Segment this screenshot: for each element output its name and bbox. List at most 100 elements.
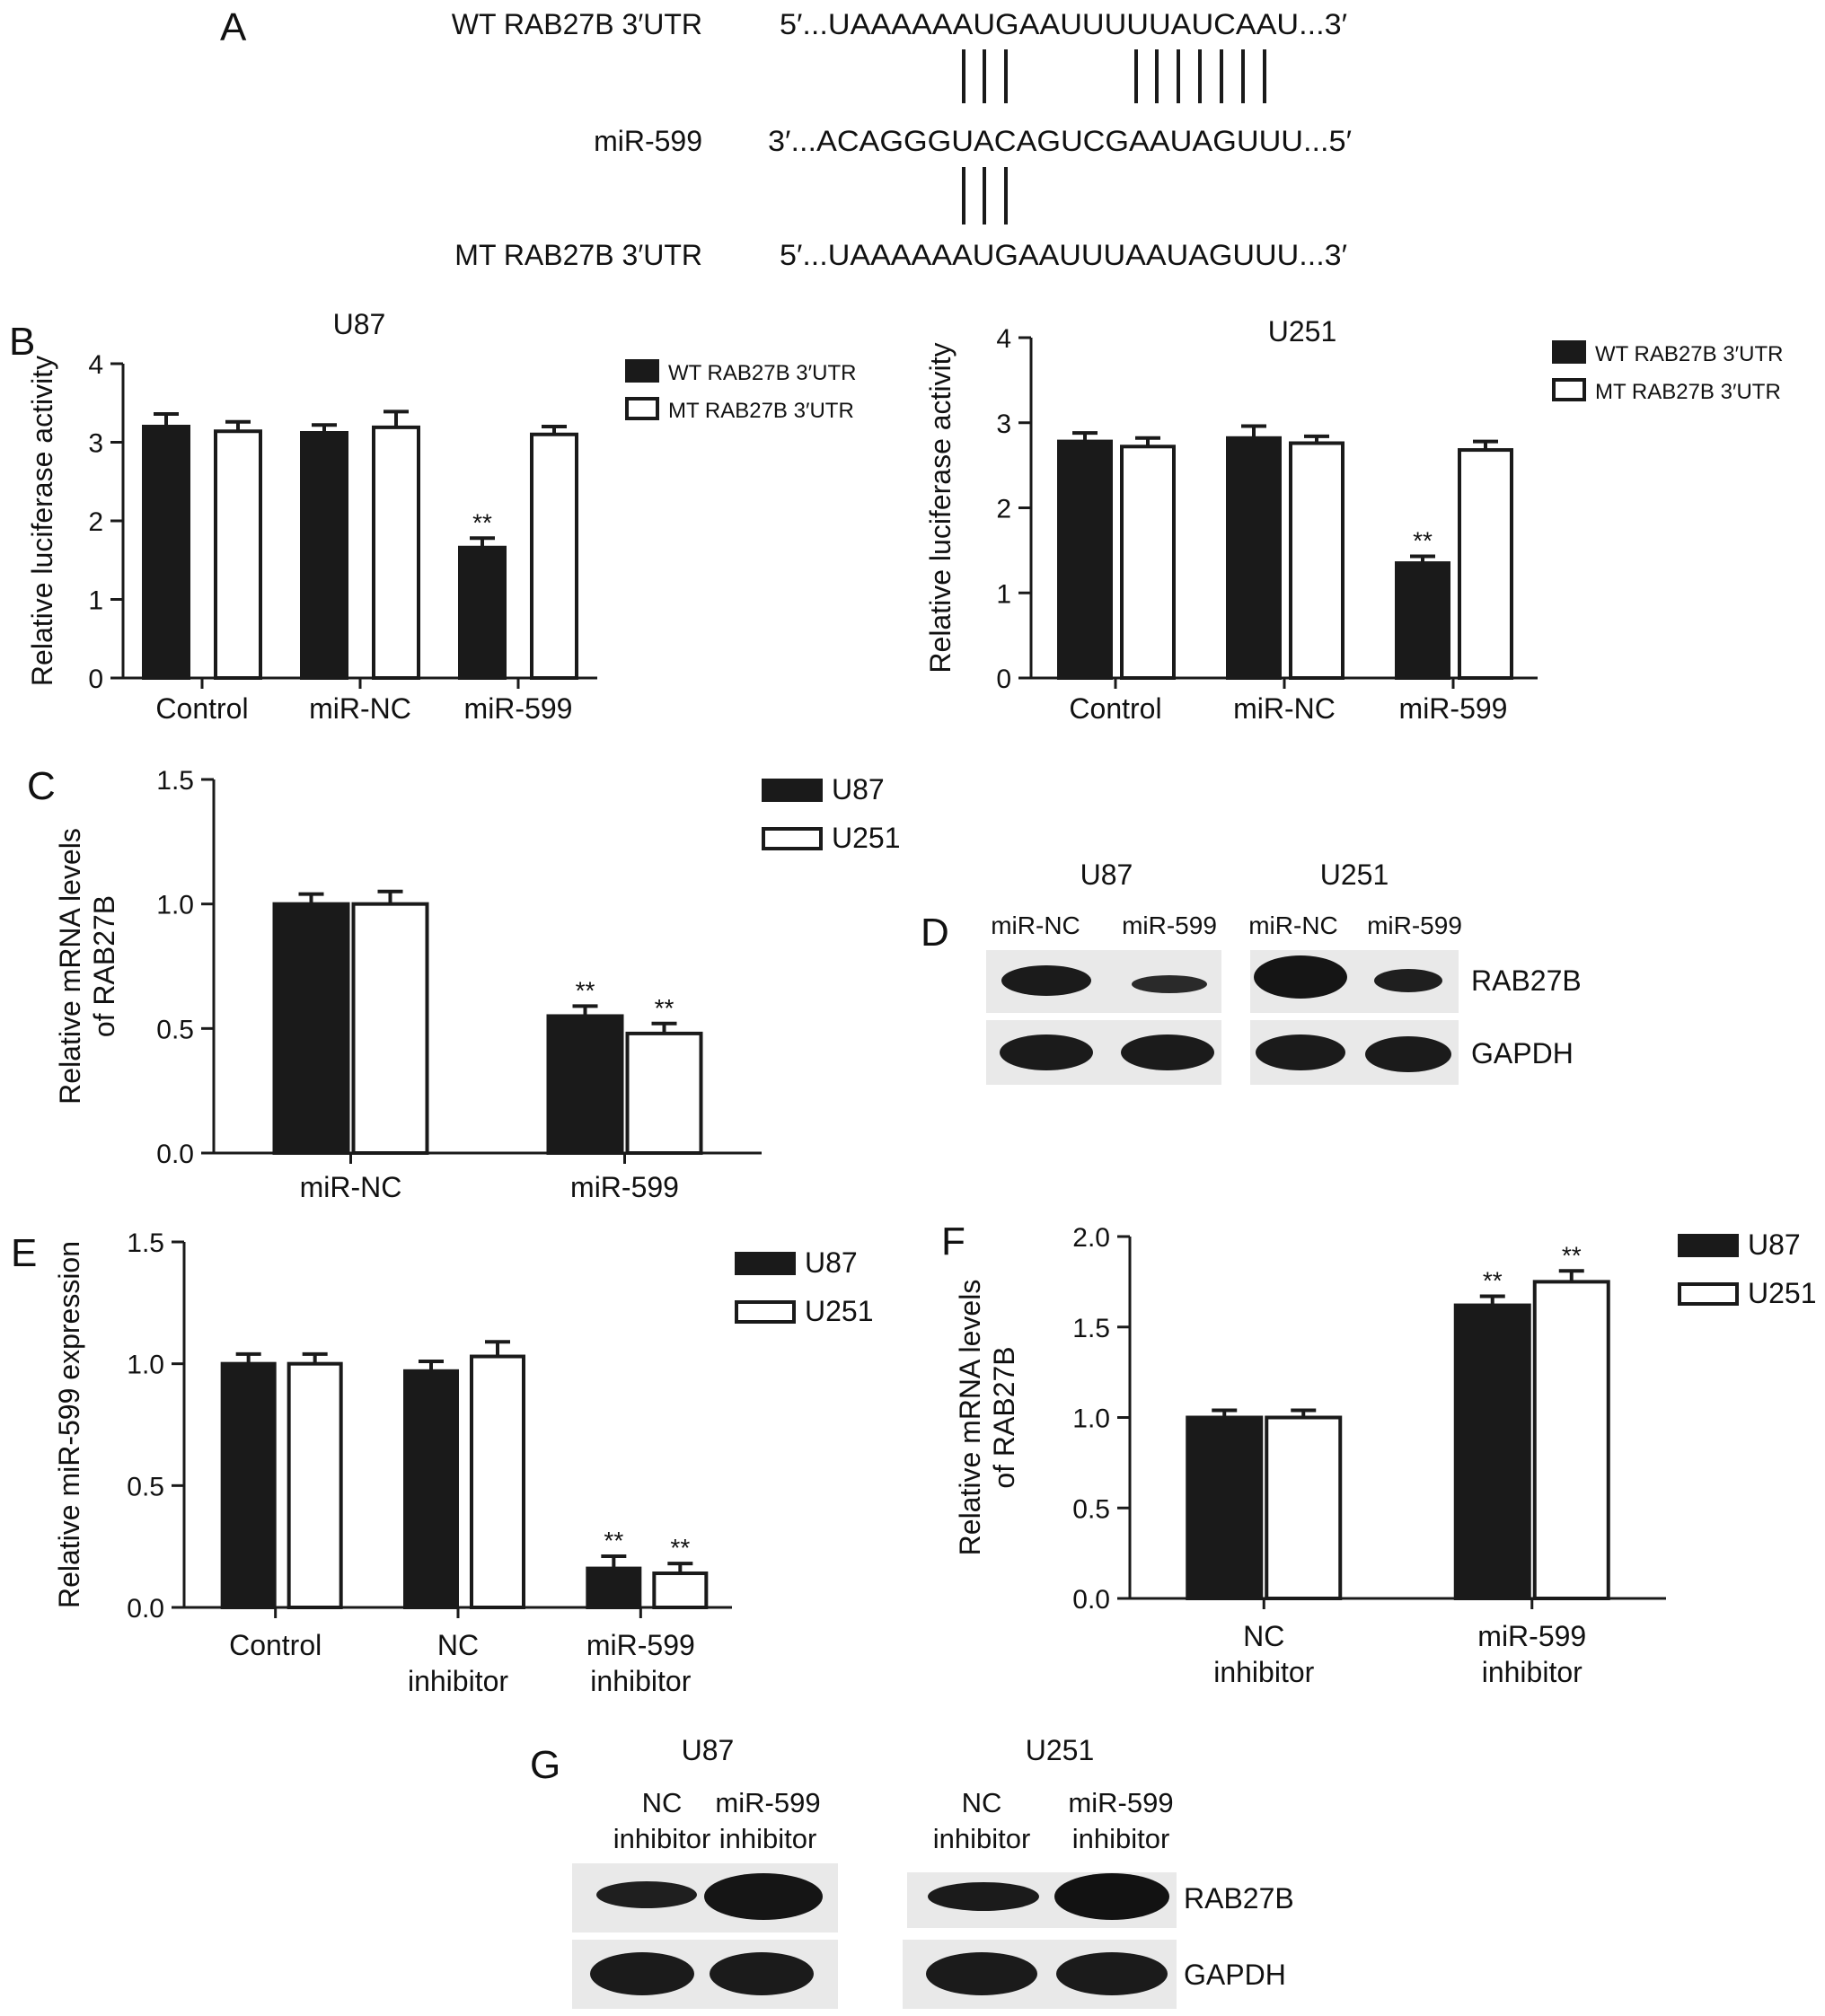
legend-label: U87 bbox=[1748, 1228, 1801, 1261]
bar bbox=[351, 902, 429, 1156]
bar bbox=[586, 1566, 642, 1610]
bar bbox=[1395, 561, 1450, 681]
panel-a: A WT RAB27B 3′UTR 5′...UAAAAAAUGAAUUUUUA… bbox=[220, 5, 1352, 271]
blot-g-protein-gapdh: GAPDH bbox=[1184, 1959, 1286, 1991]
y-tick-label: 2 bbox=[88, 507, 103, 537]
y-tick-label: 0 bbox=[88, 665, 103, 694]
blot-d-lane-4: miR-599 bbox=[1367, 911, 1462, 939]
legend-label: U251 bbox=[805, 1295, 874, 1327]
blot-band bbox=[1054, 1873, 1169, 1920]
chart-b-u87: B U87 ** 0 1 2 3 4 Control miR-NC miR-599 Relative … bbox=[9, 308, 856, 725]
blot-band bbox=[1365, 1036, 1451, 1072]
x-tick-label: miR-599 bbox=[1399, 692, 1508, 725]
significance-marker: ** bbox=[670, 1534, 690, 1562]
bar bbox=[470, 1354, 525, 1609]
blot-d-cell-u87: U87 bbox=[1080, 858, 1133, 891]
y-axis-label: Relative luciferase activity bbox=[26, 356, 58, 686]
y-tick-label: 3 bbox=[88, 429, 103, 459]
y-tick-label: 1.5 bbox=[127, 1228, 164, 1258]
blot-band bbox=[926, 1952, 1037, 1995]
x-tick-label: inhibitor bbox=[590, 1665, 691, 1697]
significance-marker: ** bbox=[576, 976, 595, 1004]
bar bbox=[1453, 1303, 1531, 1600]
bar bbox=[1265, 1415, 1343, 1600]
blot-band bbox=[596, 1881, 697, 1908]
y-tick-label: 1.0 bbox=[156, 891, 194, 920]
mt-utr-name: MT RAB27B 3′UTR bbox=[454, 239, 702, 271]
mir599-name: miR-599 bbox=[594, 125, 702, 157]
y-tick-label: 3 bbox=[996, 409, 1011, 439]
blot-band bbox=[1254, 955, 1347, 999]
blot-d-cell-u251: U251 bbox=[1320, 858, 1389, 891]
legend-label: U251 bbox=[832, 822, 901, 854]
legend-swatch bbox=[762, 827, 823, 850]
y-tick-label: 2 bbox=[996, 495, 1011, 524]
x-tick-label: inhibitor bbox=[1482, 1656, 1583, 1688]
chart-c: C ** ** 0.0 0.5 1.0 1.5 miR-NC miR-599 Relative m… bbox=[27, 764, 901, 1203]
significance-marker: ** bbox=[1562, 1241, 1582, 1269]
blot-g-lane-2-l2: inhibitor bbox=[719, 1823, 817, 1854]
legend-swatch bbox=[762, 779, 823, 802]
legend-label: MT RAB27B 3′UTR bbox=[668, 399, 854, 423]
blot-band bbox=[1132, 975, 1207, 993]
y-tick-label: 0.0 bbox=[127, 1594, 164, 1624]
y-axis-label: Relative luciferase activity bbox=[924, 342, 957, 673]
blot-g-protein-rab27b: RAB27B bbox=[1184, 1882, 1294, 1915]
blot-g-lane-1-l1: NC bbox=[642, 1787, 683, 1818]
panel-d-label: D bbox=[921, 911, 949, 955]
y-tick-label: 0.5 bbox=[1072, 1494, 1110, 1524]
legend-swatch bbox=[625, 397, 659, 420]
significance-marker: ** bbox=[1483, 1266, 1503, 1294]
x-tick-label: miR-599 bbox=[570, 1171, 679, 1203]
legend-swatch bbox=[1552, 340, 1586, 364]
wt-utr-sequence: 5′...UAAAAAAUGAAUUUUUAUCAAU...3′ bbox=[780, 8, 1347, 40]
x-tick-label: miR-599 bbox=[464, 692, 573, 725]
mir599-sequence: 3′...ACAGGGUACAGUCGAAUAGUUU...5′ bbox=[768, 125, 1352, 157]
blot-d-lane-2: miR-599 bbox=[1122, 911, 1217, 939]
legend-label: U87 bbox=[832, 773, 885, 806]
significance-marker: ** bbox=[655, 994, 674, 1022]
blot-band bbox=[704, 1873, 823, 1920]
panel-label: C bbox=[27, 764, 56, 808]
y-axis-label: of RAB27B bbox=[88, 895, 120, 1037]
blot-d-protein-gapdh: GAPDH bbox=[1471, 1037, 1574, 1070]
y-tick-label: 0.0 bbox=[1072, 1585, 1110, 1615]
legend-swatch bbox=[1552, 378, 1586, 401]
x-tick-label: NC bbox=[437, 1629, 479, 1661]
y-tick-label: 4 bbox=[996, 324, 1011, 354]
blot-band bbox=[1256, 1034, 1345, 1070]
panel-label: B bbox=[9, 320, 35, 364]
wt-utr-name: WT RAB27B 3′UTR bbox=[452, 8, 702, 40]
significance-marker: ** bbox=[604, 1527, 623, 1554]
panel-g-label: G bbox=[530, 1743, 560, 1787]
significance-marker: ** bbox=[472, 508, 492, 536]
blot-band bbox=[1000, 1034, 1093, 1070]
bar bbox=[272, 902, 350, 1156]
chart-title: U87 bbox=[333, 308, 386, 340]
bar bbox=[220, 1361, 277, 1609]
y-tick-label: 1 bbox=[88, 586, 103, 616]
mt-utr-sequence: 5′...UAAAAAAUGAAUUUAAUAGUUU...3′ bbox=[780, 239, 1347, 271]
bar bbox=[1226, 436, 1282, 680]
y-axis-label: Relative miR-599 expression bbox=[53, 1241, 85, 1608]
panel-g: G U87 U251 NC inhibitor miR-599 inhibito… bbox=[530, 1734, 1294, 2009]
bar bbox=[1458, 448, 1513, 680]
panel-label: F bbox=[941, 1219, 965, 1263]
blot-g-cell-u251: U251 bbox=[1026, 1734, 1095, 1766]
blot-g-lane-4-l2: inhibitor bbox=[1072, 1823, 1170, 1854]
blot-d-lane-3: miR-NC bbox=[1248, 911, 1338, 939]
blot-d-protein-rab27b: RAB27B bbox=[1471, 964, 1582, 997]
x-tick-label: miR-599 bbox=[1477, 1620, 1586, 1652]
y-tick-label: 1.0 bbox=[127, 1351, 164, 1380]
significance-marker: ** bbox=[1413, 527, 1433, 555]
y-axis-label: Relative mRNA levels bbox=[954, 1280, 986, 1556]
panel-label: E bbox=[11, 1231, 37, 1275]
legend-label: WT RAB27B 3′UTR bbox=[668, 361, 856, 385]
x-tick-label: miR-599 bbox=[586, 1629, 695, 1661]
blot-band bbox=[1001, 965, 1091, 996]
legend-label: U251 bbox=[1748, 1277, 1817, 1309]
blot-band bbox=[1374, 969, 1442, 992]
legend-label: MT RAB27B 3′UTR bbox=[1595, 380, 1781, 404]
blot-d-lane-1: miR-NC bbox=[991, 911, 1080, 939]
